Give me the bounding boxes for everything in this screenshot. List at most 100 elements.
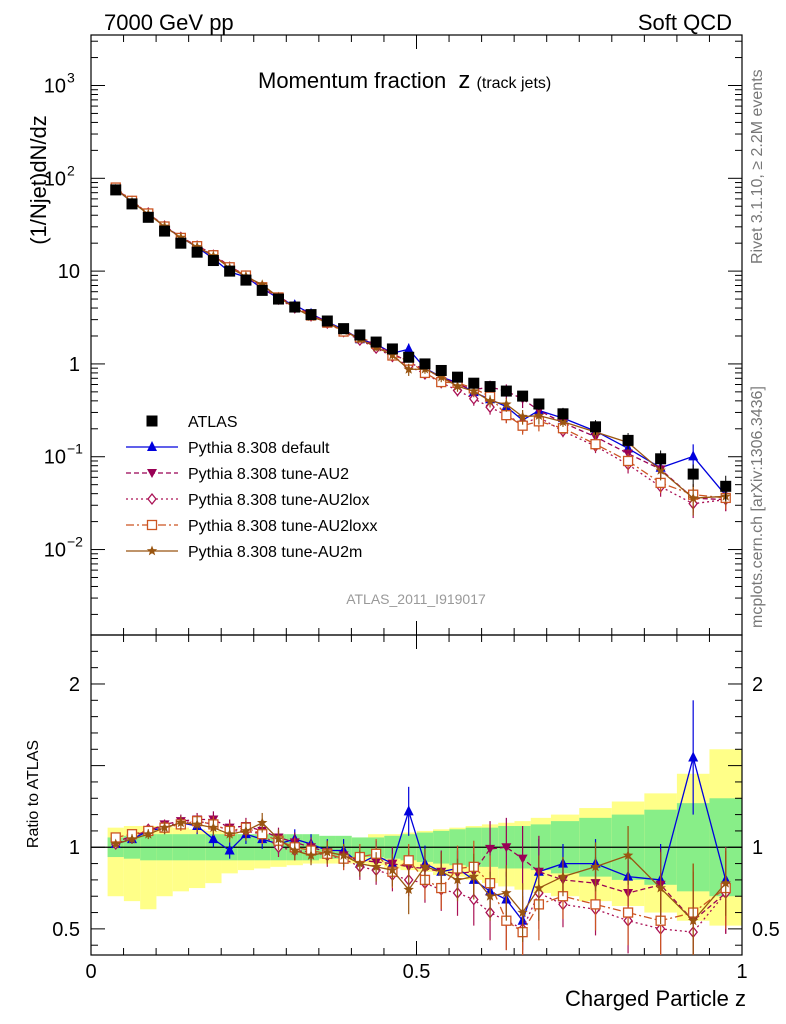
data-point [272,293,284,305]
legend-marker [147,492,157,506]
data-point [517,390,529,402]
chart-title-var: z [458,67,470,94]
legend-marker [146,415,158,427]
legend-item: Pythia 8.308 tune-AU2loxx [126,518,377,535]
legend-label: Pythia 8.308 tune-AU2lox [188,492,369,509]
ratio-panel: 0 0.5 12 21 10.5 0.5 [52,634,780,983]
data-point [175,237,187,249]
ratio-data-point [622,849,634,860]
chart-title-sub: (track jets) [477,75,552,92]
ratio-data-point [224,828,235,839]
data-point [501,398,512,409]
ratio-data-point [533,882,545,893]
data-point [655,453,667,465]
ratio-series-pythia-8-308-tune-au2m [110,812,731,955]
y-tick-label: 10 [44,168,66,190]
data-point [687,492,699,503]
data-point [688,450,699,461]
x-tick-label: 0 [85,961,96,983]
ratio-y-axis-label: Ratio to ATLAS [25,740,42,848]
legend-item: Pythia 8.308 default [126,440,330,457]
ratio-data-point [485,844,496,854]
data-point [484,381,496,393]
ratio-data-point [208,822,219,833]
data-point [338,323,350,335]
watermark: ATLAS_2011_I919017 [346,591,486,607]
data-point [224,265,236,277]
ratio-data-point [557,871,569,882]
data-point [256,284,268,296]
data-point [370,336,382,348]
ratio-y-tick-label-right: 0.5 [752,919,780,941]
data-point [386,343,398,355]
header-right: Soft QCD [638,10,732,35]
data-point [419,358,431,370]
data-point [655,464,666,475]
data-point [207,255,219,267]
data-point [468,377,480,389]
data-point [403,343,414,354]
ratio-data-point [484,890,496,901]
ratio-data-point [110,838,121,849]
x-axis-label: Charged Particle z [565,986,746,1011]
chart-title-main: Momentum fraction [258,68,446,93]
series-pythia-8-308-tune-au2loxx [110,182,731,510]
ratio-data-point [436,866,447,877]
y-tick-label: 1 [69,354,80,376]
y-tick-label: 10 [44,447,66,469]
data-point [126,198,138,210]
data-point [452,380,463,391]
data-point [403,363,414,374]
x-tick-label: 1 [736,961,747,983]
ratio-data-point [126,833,138,844]
ratio-data-point [403,855,414,866]
data-point [289,301,301,313]
ratio-data-point [655,882,666,893]
data-point [435,364,447,376]
data-point [590,421,602,433]
side-label-bottom: mcplots.cern.ch [arXiv:1306.3436] [749,386,766,628]
legend-item: Pythia 8.308 tune-AU2m [126,544,362,561]
data-point [622,434,634,446]
data-point [191,241,203,252]
ratio-y-tick-label: 2 [69,674,80,696]
data-point [557,408,569,420]
y-tick-exponent: −1 [67,441,83,457]
data-point [191,246,203,258]
data-point [159,225,171,237]
legend-item: ATLAS [146,414,238,431]
y-tick-label: 10 [58,261,80,283]
legend-item: Pythia 8.308 tune-AU2lox [126,492,369,509]
ratio-data-point [517,907,528,917]
data-point [622,455,634,467]
legend-label: Pythia 8.308 tune-AU2loxx [188,518,377,535]
legend-marker [146,519,158,531]
legend-marker [147,441,157,451]
data-point [452,371,464,383]
data-point [501,410,512,421]
data-point [436,371,447,382]
ratio-data-point [622,907,634,918]
y-tick-exponent: −2 [67,534,83,550]
data-point [687,468,699,480]
ratio-data-point [175,817,187,828]
legend-label: Pythia 8.308 tune-AU2m [188,544,362,561]
y-axis-label: (1/Njet)dN/dz [26,115,51,245]
ratio-data-point [240,825,252,836]
ratio-series-line [115,820,727,934]
data-point [484,395,496,406]
ratio-data-point [322,846,333,857]
ratio-data-point [305,849,317,860]
legend-marker [146,545,158,556]
data-point [468,385,479,396]
ratio-data-point [208,833,219,844]
data-point [720,480,732,492]
ratio-data-point [191,818,203,829]
ratio-data-point [517,854,528,864]
data-point [468,392,479,405]
y-tick-label: 10 [44,540,66,562]
legend-label: Pythia 8.308 tune-AU2 [188,466,349,483]
ratio-data-point [501,887,512,898]
